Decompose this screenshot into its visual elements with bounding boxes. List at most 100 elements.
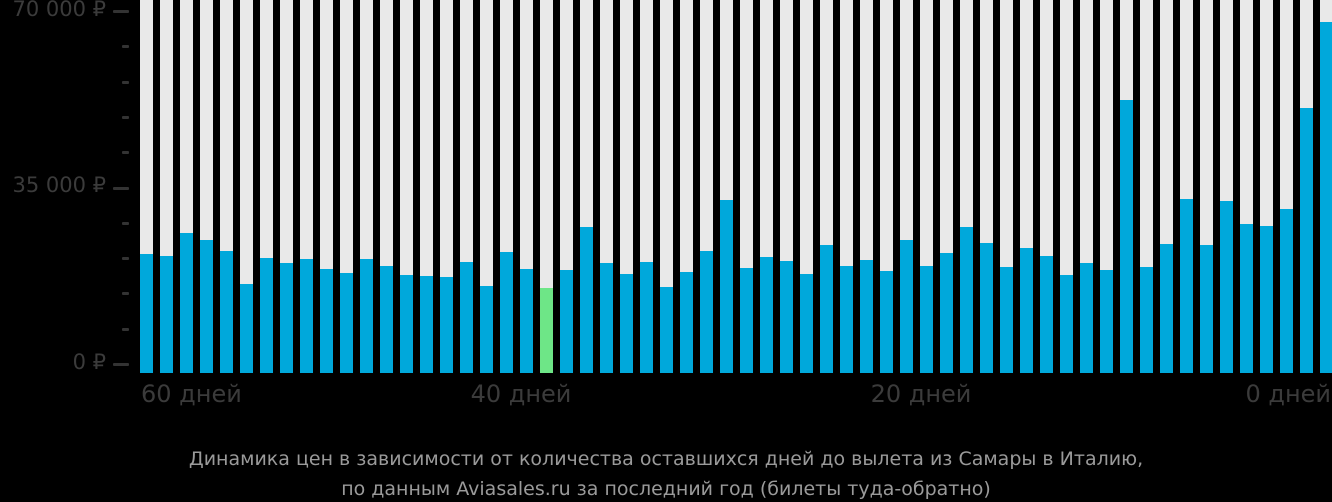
bar-fill <box>720 200 733 373</box>
price-bar[interactable] <box>1140 0 1153 373</box>
y-tick-minor <box>122 221 129 225</box>
price-bar[interactable] <box>240 0 253 373</box>
price-bar[interactable] <box>140 0 153 373</box>
bar-fill <box>540 288 553 373</box>
price-bar[interactable] <box>460 0 473 373</box>
x-tick-label-20-days: 20 дней <box>870 380 972 408</box>
bar-fill <box>980 243 993 373</box>
price-bar[interactable] <box>1120 0 1133 373</box>
price-bar[interactable] <box>520 0 533 373</box>
price-bar[interactable] <box>180 0 193 373</box>
price-bar[interactable] <box>1300 0 1313 373</box>
price-bar[interactable] <box>940 0 953 373</box>
bar-fill <box>520 269 533 373</box>
price-bar[interactable] <box>1080 0 1093 373</box>
price-bar[interactable] <box>360 0 373 373</box>
price-bar[interactable] <box>860 0 873 373</box>
bar-fill <box>780 261 793 373</box>
price-bar[interactable] <box>620 0 633 373</box>
price-bar[interactable] <box>1280 0 1293 373</box>
bar-fill <box>260 257 273 373</box>
price-bar[interactable] <box>1000 0 1013 373</box>
bar-fill <box>320 269 333 373</box>
price-bar[interactable] <box>1240 0 1253 373</box>
chart-caption: Динамика цен в зависимости от количества… <box>0 444 1332 502</box>
bar-fill <box>680 271 693 373</box>
bar-fill <box>1160 244 1173 373</box>
bar-track <box>540 0 553 373</box>
bar-fill <box>820 245 833 373</box>
bar-fill <box>1260 226 1273 373</box>
x-tick-label-60-days: 60 дней <box>141 380 242 408</box>
price-bar[interactable] <box>660 0 673 373</box>
bar-fill <box>380 266 393 373</box>
y-tick-minor <box>122 45 129 49</box>
price-bar[interactable] <box>560 0 573 373</box>
bar-fill <box>1120 100 1133 373</box>
y-tick-minor <box>122 151 129 155</box>
price-bar[interactable] <box>420 0 433 373</box>
price-bar[interactable] <box>720 0 733 373</box>
price-bar[interactable] <box>400 0 413 373</box>
bar-fill <box>300 258 313 373</box>
bar-fill <box>440 276 453 373</box>
price-bar[interactable] <box>1160 0 1173 373</box>
bar-fill <box>940 253 953 373</box>
price-bar[interactable] <box>640 0 653 373</box>
price-bar[interactable] <box>1100 0 1113 373</box>
price-bar[interactable] <box>740 0 753 373</box>
price-bar[interactable] <box>1180 0 1193 373</box>
price-bar[interactable] <box>280 0 293 373</box>
bar-fill <box>1000 267 1013 373</box>
price-bar[interactable] <box>500 0 513 373</box>
price-bar[interactable] <box>1320 0 1332 373</box>
price-bar[interactable] <box>840 0 853 373</box>
y-tick-major <box>113 363 129 366</box>
price-bar[interactable] <box>780 0 793 373</box>
price-bar[interactable] <box>960 0 973 373</box>
price-bar[interactable] <box>1040 0 1053 373</box>
price-bar[interactable] <box>340 0 353 373</box>
y-tick-minor <box>122 115 129 119</box>
price-bar[interactable] <box>260 0 273 373</box>
price-bar[interactable] <box>980 0 993 373</box>
price-bar[interactable] <box>1260 0 1273 373</box>
price-bar[interactable] <box>1200 0 1213 373</box>
bar-fill <box>800 273 813 373</box>
price-bar[interactable] <box>160 0 173 373</box>
price-bar[interactable] <box>760 0 773 373</box>
bar-fill <box>1320 22 1332 373</box>
price-bar[interactable] <box>900 0 913 373</box>
price-bar[interactable] <box>220 0 233 373</box>
price-bar[interactable] <box>580 0 593 373</box>
price-bar[interactable] <box>680 0 693 373</box>
bar-fill <box>1080 263 1093 373</box>
y-tick-label-0: 0 ₽ <box>72 350 106 375</box>
price-bar[interactable] <box>320 0 333 373</box>
price-bar[interactable] <box>880 0 893 373</box>
price-bar[interactable] <box>1220 0 1233 373</box>
price-bar[interactable] <box>380 0 393 373</box>
price-bar[interactable] <box>1060 0 1073 373</box>
bar-fill <box>920 266 933 373</box>
price-bar-min[interactable] <box>540 0 553 373</box>
y-tick-label-35000: 35 000 ₽ <box>12 173 106 198</box>
price-bar[interactable] <box>480 0 493 373</box>
bar-fill <box>860 259 873 373</box>
bar-fill <box>600 263 613 373</box>
price-bar[interactable] <box>920 0 933 373</box>
bar-fill <box>480 286 493 373</box>
bar-fill <box>360 258 373 373</box>
price-bar[interactable] <box>600 0 613 373</box>
price-bar[interactable] <box>440 0 453 373</box>
y-tick-minor <box>122 257 129 261</box>
price-bar[interactable] <box>700 0 713 373</box>
price-bar[interactable] <box>800 0 813 373</box>
price-bar[interactable] <box>1020 0 1033 373</box>
chart-subtitle: по данным Aviasales.ru за последний год … <box>341 478 991 500</box>
bar-fill <box>220 251 233 373</box>
bar-track <box>660 0 673 373</box>
price-bar[interactable] <box>300 0 313 373</box>
price-bar[interactable] <box>200 0 213 373</box>
price-bar[interactable] <box>820 0 833 373</box>
